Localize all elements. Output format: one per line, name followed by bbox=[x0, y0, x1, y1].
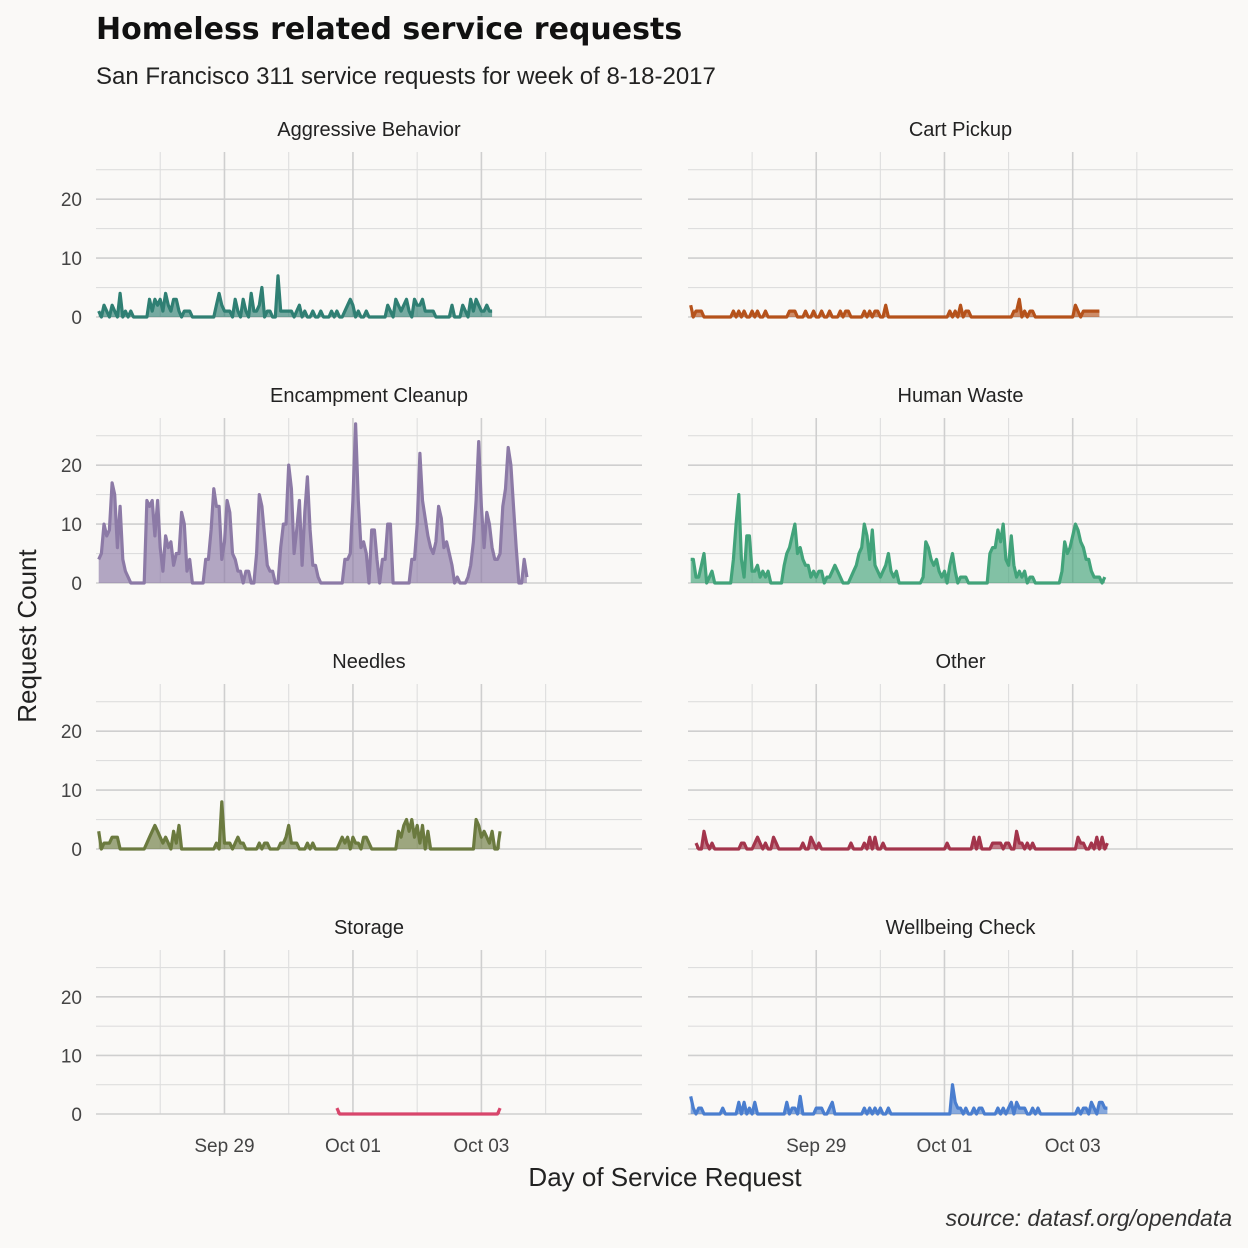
series-line-other bbox=[694, 829, 1109, 851]
x-tick-label: Oct 03 bbox=[1045, 1136, 1101, 1157]
panel-aggressive-behavior: Aggressive Behavior 0 10 20 bbox=[61, 119, 642, 329]
panel-strip-label: Wellbeing Check bbox=[886, 917, 1037, 939]
panel-strip-label: Other bbox=[935, 651, 985, 673]
series-line-storage bbox=[335, 1107, 502, 1116]
x-tick-label: Oct 03 bbox=[453, 1136, 509, 1157]
series-line-wellbeing-check bbox=[689, 1083, 1108, 1116]
series-line-cart-pickup bbox=[689, 297, 1100, 319]
series-line-human-waste bbox=[690, 493, 1107, 585]
facet-panels: Aggressive Behavior 0 10 20 Cart Pickup Encam… bbox=[61, 119, 1233, 1157]
x-tick-label: Sep 29 bbox=[786, 1136, 846, 1157]
source-caption: source: datasf.org/opendata bbox=[946, 1205, 1232, 1231]
panel-strip-label: Encampment Cleanup bbox=[270, 385, 468, 407]
y-tick-label: 0 bbox=[71, 574, 82, 595]
panel-strip-label: Needles bbox=[332, 651, 405, 673]
x-tick-label: Sep 29 bbox=[194, 1136, 254, 1157]
chart-subtitle: San Francisco 311 service requests for w… bbox=[96, 63, 716, 90]
x-tick-label: Oct 01 bbox=[325, 1136, 381, 1157]
panel-strip-label: Human Waste bbox=[898, 385, 1024, 407]
y-tick-label: 20 bbox=[61, 722, 82, 743]
panel-other: Other bbox=[688, 651, 1233, 851]
series-area-human-waste bbox=[690, 494, 1105, 583]
y-tick-label: 10 bbox=[61, 1046, 82, 1067]
series-line-aggressive-behavior bbox=[97, 274, 493, 319]
chart-title: Homeless related service requests bbox=[96, 12, 682, 47]
y-tick-label: 0 bbox=[71, 308, 82, 329]
panel-needles: Needles 0 10 20 bbox=[61, 651, 642, 861]
panel-strip-label: Storage bbox=[334, 917, 404, 939]
y-tick-label: 20 bbox=[61, 988, 82, 1009]
y-tick-label: 0 bbox=[71, 840, 82, 861]
panel-cart-pickup: Cart Pickup bbox=[688, 119, 1233, 319]
panel-encampment-cleanup: Encampment Cleanup 0 10 20 bbox=[61, 385, 642, 595]
y-tick-label: 10 bbox=[61, 249, 82, 270]
x-axis-title: Day of Service Request bbox=[528, 1162, 802, 1192]
panel-human-waste: Human Waste bbox=[688, 385, 1233, 585]
series-line-needles bbox=[97, 800, 502, 851]
series-area-needles bbox=[98, 801, 501, 849]
y-tick-label: 10 bbox=[61, 781, 82, 802]
y-tick-label: 0 bbox=[71, 1105, 82, 1126]
y-tick-label: 10 bbox=[61, 515, 82, 536]
x-tick-label: Oct 01 bbox=[916, 1136, 972, 1157]
y-tick-label: 20 bbox=[61, 456, 82, 477]
series-line-encampment-cleanup bbox=[97, 422, 529, 585]
panel-strip-label: Cart Pickup bbox=[909, 119, 1012, 141]
panel-wellbeing-check: Wellbeing Check Sep 29 Oct 01 Oct 03 bbox=[688, 917, 1233, 1157]
y-tick-label: 20 bbox=[61, 190, 82, 211]
y-axis-title: Request Count bbox=[12, 549, 42, 723]
panel-storage: Storage 0 10 20 Sep 29 Oct 01 Oct 03 bbox=[61, 917, 642, 1157]
panel-strip-label: Aggressive Behavior bbox=[277, 119, 461, 141]
